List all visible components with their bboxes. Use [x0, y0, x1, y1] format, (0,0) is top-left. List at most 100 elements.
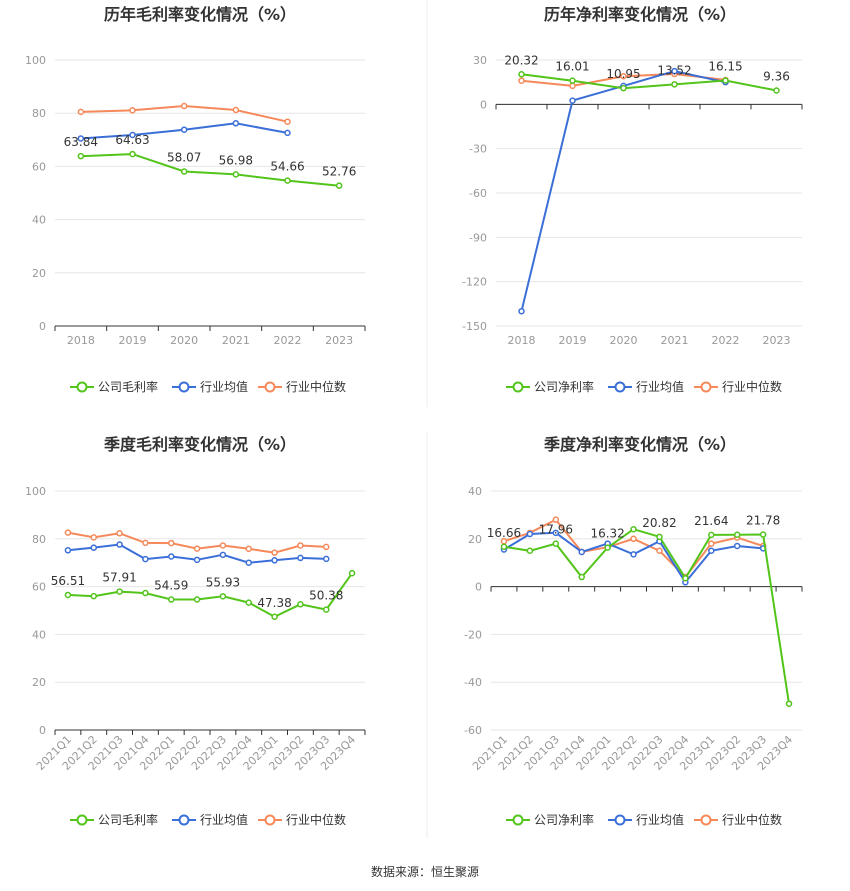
legend-item-2[interactable]: 行业均值	[172, 379, 248, 394]
data-point[interactable]	[77, 135, 85, 142]
data-point[interactable]	[722, 77, 729, 84]
data-point[interactable]	[526, 547, 534, 554]
data-point[interactable]	[569, 77, 576, 84]
data-point[interactable]	[630, 525, 637, 533]
data-point[interactable]	[785, 700, 793, 707]
data-point[interactable]	[90, 592, 97, 600]
data-point[interactable]	[620, 84, 627, 92]
data-point[interactable]	[284, 118, 291, 125]
data-point[interactable]	[64, 591, 72, 599]
data-point[interactable]	[116, 530, 123, 537]
data-point[interactable]	[297, 542, 304, 549]
data-point[interactable]	[733, 531, 741, 538]
legend-item-1[interactable]: 公司净利率	[506, 812, 594, 827]
data-point[interactable]	[323, 606, 330, 613]
data-point[interactable]	[168, 539, 175, 547]
data-point[interactable]	[708, 540, 715, 547]
data-point[interactable]	[219, 542, 227, 549]
data-point[interactable]	[232, 171, 240, 178]
data-point[interactable]	[500, 543, 508, 551]
data-point[interactable]	[578, 548, 585, 556]
data-point[interactable]	[284, 177, 291, 184]
data-point[interactable]	[245, 545, 252, 553]
data-point[interactable]	[708, 531, 715, 539]
data-point[interactable]	[90, 534, 97, 541]
data-point[interactable]	[116, 588, 123, 595]
data-point[interactable]	[518, 77, 525, 84]
legend-item-3[interactable]: 行业中位数	[694, 812, 782, 827]
y-tick-label: -60	[469, 187, 487, 200]
data-point[interactable]	[569, 82, 576, 90]
data-point[interactable]	[620, 73, 627, 80]
x-tick-label: 2019	[119, 334, 147, 347]
data-point[interactable]	[773, 87, 780, 94]
data-point[interactable]	[180, 168, 188, 175]
data-point[interactable]	[518, 71, 525, 78]
data-point[interactable]	[297, 601, 304, 608]
data-point[interactable]	[671, 81, 678, 88]
legend-item-2[interactable]: 行业均值	[172, 812, 248, 827]
data-point[interactable]	[671, 67, 678, 75]
legend-item-1[interactable]: 公司毛利率	[70, 812, 158, 827]
data-point[interactable]	[219, 593, 227, 600]
data-point[interactable]	[630, 551, 637, 558]
data-point[interactable]	[168, 553, 175, 560]
data-point[interactable]	[129, 150, 136, 158]
data-point[interactable]	[526, 530, 534, 538]
legend-item-2[interactable]: 行业均值	[608, 812, 684, 827]
data-point[interactable]	[90, 544, 97, 551]
data-point[interactable]	[142, 555, 149, 563]
data-point[interactable]	[656, 533, 663, 541]
data-point[interactable]	[129, 131, 136, 139]
legend-marker-icon	[178, 814, 190, 826]
data-point[interactable]	[271, 557, 278, 564]
data-point[interactable]	[323, 555, 330, 563]
data-point[interactable]	[578, 573, 585, 581]
data-point[interactable]	[297, 554, 304, 562]
data-point[interactable]	[142, 539, 149, 547]
data-point[interactable]	[335, 182, 343, 189]
data-point[interactable]	[180, 102, 188, 110]
data-point[interactable]	[64, 547, 72, 554]
data-point[interactable]	[682, 574, 689, 582]
data-point[interactable]	[271, 549, 278, 556]
data-point[interactable]	[232, 120, 240, 127]
data-point[interactable]	[552, 516, 560, 523]
legend-item-1[interactable]: 公司净利率	[506, 379, 594, 394]
legend-item-3[interactable]: 行业中位数	[258, 812, 346, 827]
data-point[interactable]	[142, 589, 149, 597]
data-point[interactable]	[569, 97, 576, 104]
legend-item-3[interactable]: 行业中位数	[694, 379, 782, 394]
data-point[interactable]	[232, 106, 240, 114]
data-point[interactable]	[77, 152, 85, 160]
legend-item-2[interactable]: 行业均值	[608, 379, 684, 394]
data-point[interactable]	[77, 108, 85, 116]
data-point[interactable]	[348, 569, 356, 577]
data-point[interactable]	[604, 544, 611, 551]
data-point[interactable]	[518, 307, 525, 315]
data-point[interactable]	[759, 531, 767, 538]
data-point[interactable]	[193, 596, 201, 603]
data-point[interactable]	[733, 542, 741, 550]
data-point[interactable]	[245, 599, 252, 606]
data-point[interactable]	[64, 529, 72, 536]
data-point[interactable]	[168, 596, 175, 603]
data-source: 数据来源：恒生聚源	[371, 864, 479, 879]
data-point[interactable]	[193, 545, 201, 552]
data-point[interactable]	[193, 556, 201, 564]
legend-item-1[interactable]: 公司毛利率	[70, 379, 158, 394]
data-point[interactable]	[180, 126, 188, 133]
data-point[interactable]	[129, 107, 136, 114]
data-point[interactable]	[708, 547, 715, 554]
data-point[interactable]	[116, 541, 123, 548]
data-point[interactable]	[630, 535, 637, 543]
data-point[interactable]	[323, 543, 330, 551]
data-point[interactable]	[219, 551, 227, 559]
data-point[interactable]	[271, 613, 278, 621]
data-point[interactable]	[284, 129, 291, 137]
legend-item-3[interactable]: 行业中位数	[258, 379, 346, 394]
data-point[interactable]	[656, 547, 663, 554]
data-point[interactable]	[552, 529, 560, 537]
data-point[interactable]	[245, 559, 252, 566]
data-point[interactable]	[552, 540, 560, 547]
